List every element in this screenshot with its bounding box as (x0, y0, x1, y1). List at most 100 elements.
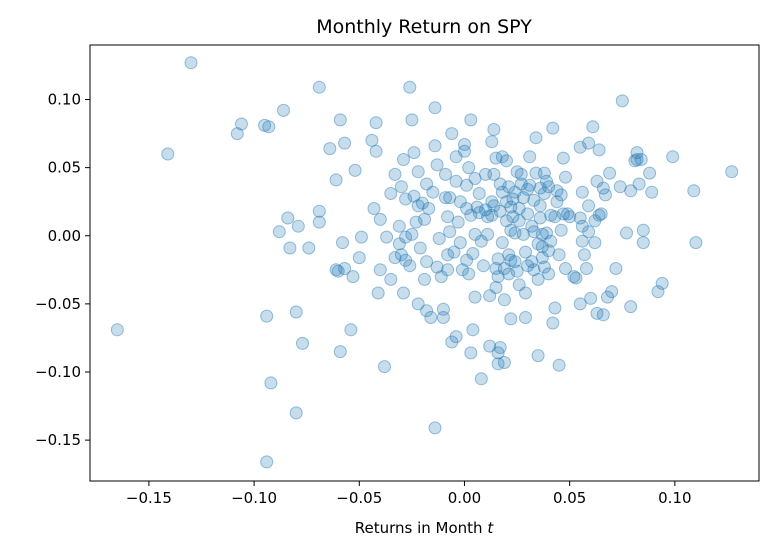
data-point (516, 191, 530, 205)
data-point (554, 223, 568, 237)
data-point (468, 227, 482, 241)
data-point (436, 311, 450, 324)
data-point (399, 192, 413, 206)
data-point (262, 120, 276, 134)
data-point (582, 199, 596, 213)
data-point (388, 251, 402, 265)
data-point (464, 113, 478, 127)
data-point (472, 187, 486, 200)
data-point (462, 161, 476, 175)
y-tick-label: −0.10 (35, 363, 81, 381)
data-point (569, 271, 583, 285)
data-point (506, 210, 520, 224)
data-point (302, 241, 316, 255)
data-point (552, 248, 566, 262)
data-point (508, 226, 522, 240)
data-point (458, 144, 471, 158)
data-point (556, 207, 570, 221)
data-point (449, 174, 463, 188)
data-point (537, 166, 551, 180)
data-point (485, 208, 499, 222)
data-point (605, 285, 619, 299)
data-point (338, 262, 352, 275)
data-point (483, 339, 497, 353)
data-point (582, 225, 596, 239)
data-point (481, 210, 495, 224)
data-point (495, 236, 509, 250)
data-point (512, 278, 526, 292)
data-point (418, 212, 431, 226)
data-point (590, 306, 604, 320)
data-point (485, 135, 499, 149)
data-point (666, 150, 680, 164)
data-point (485, 195, 499, 209)
data-point (550, 195, 564, 209)
data-point (369, 116, 383, 130)
x-tick-label: 0.05 (553, 489, 586, 507)
data-point (468, 172, 482, 185)
y-tick-label: −0.05 (35, 295, 81, 313)
data-point (460, 202, 474, 215)
data-point (527, 225, 541, 239)
data-point (620, 226, 633, 240)
data-point (415, 196, 429, 210)
data-point (556, 151, 570, 165)
data-point (535, 240, 549, 254)
data-point (481, 227, 495, 241)
data-point (575, 185, 589, 199)
data-point (548, 301, 562, 315)
data-point (552, 358, 566, 372)
data-point (523, 150, 537, 164)
data-point (466, 323, 480, 337)
data-point (403, 259, 417, 273)
data-point (636, 236, 650, 250)
data-point (432, 232, 446, 245)
data-point (258, 118, 272, 132)
data-point (338, 136, 352, 150)
data-point (428, 421, 442, 435)
data-point (378, 360, 391, 374)
data-point (655, 276, 669, 290)
data-point (405, 227, 419, 241)
data-point (603, 166, 617, 180)
data-point (514, 167, 528, 181)
data-point (630, 146, 644, 160)
data-point (582, 136, 596, 150)
data-point (439, 191, 452, 205)
data-point (110, 323, 124, 337)
data-point (624, 184, 638, 198)
data-point (428, 139, 442, 153)
data-point (413, 241, 427, 255)
data-point (495, 185, 509, 199)
data-point (493, 341, 507, 354)
data-point (523, 178, 537, 192)
data-point (184, 56, 198, 70)
data-point (392, 237, 406, 251)
data-point (510, 165, 524, 179)
data-point (592, 143, 606, 157)
data-point (230, 127, 244, 141)
y-tick-label: −0.15 (35, 431, 81, 449)
data-point (443, 191, 457, 205)
x-axis-label-italic: t (487, 519, 494, 537)
data-point (514, 177, 528, 191)
data-point (411, 297, 425, 311)
data-point (588, 236, 602, 250)
data-point (344, 323, 358, 337)
data-point (384, 272, 398, 286)
x-tick-label: 0.00 (448, 489, 481, 507)
data-point (651, 285, 665, 299)
data-point (161, 147, 175, 161)
data-point (634, 153, 648, 166)
data-point (420, 177, 434, 191)
data-point (289, 406, 303, 420)
data-point (479, 167, 492, 181)
data-point (445, 127, 459, 141)
data-point (493, 177, 507, 191)
data-point (260, 309, 274, 323)
data-point (497, 356, 511, 369)
data-point (346, 270, 360, 284)
data-point (462, 267, 476, 281)
data-point (502, 248, 516, 262)
